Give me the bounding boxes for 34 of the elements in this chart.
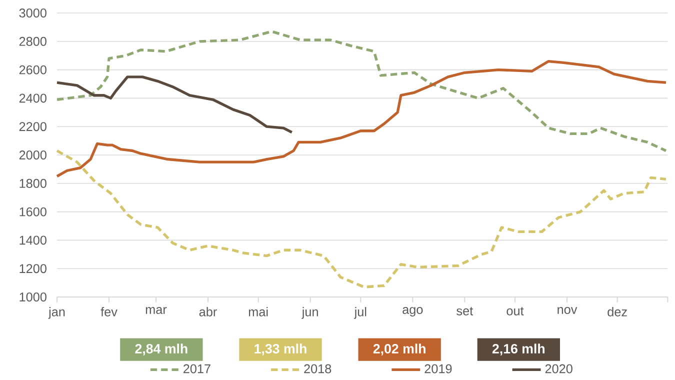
x-tick-label: jul — [354, 307, 366, 319]
legend-label: 2017 — [183, 364, 210, 374]
x-tick-label: nov — [558, 307, 578, 314]
y-tick-label: 2800 — [19, 36, 46, 46]
y-tick-label: 2400 — [19, 94, 46, 103]
legend-label: 2019 — [424, 364, 452, 374]
x-tick-label: fev — [100, 307, 118, 316]
text: 2,84 mlh — [135, 344, 188, 356]
y-tick-label: 2200 — [19, 122, 46, 132]
line-series — [56, 76, 294, 134]
x-tick-label: mai — [248, 307, 268, 316]
y-tick-label: 1800 — [20, 178, 46, 188]
x-tick-label: dez — [608, 307, 627, 316]
y-tick-label: 3000 — [19, 8, 46, 18]
y-tick-label: 2000 — [19, 150, 46, 160]
x-tick-label: jun — [302, 307, 318, 319]
y-tick-label: 1200 — [20, 264, 46, 274]
x-tick-label: ago — [402, 307, 423, 316]
y-tick-label: 1400 — [20, 236, 46, 245]
x-tick-label: abr — [199, 307, 217, 316]
legend-label: 2020 — [545, 364, 572, 374]
line-series — [56, 149, 668, 288]
x-tick-label: mar — [146, 307, 167, 314]
x-tick-label: out — [506, 307, 524, 316]
y-tick-label: 2600 — [19, 65, 46, 74]
y-tick-label: 1000 — [20, 292, 46, 302]
x-tick-label: jan — [48, 307, 65, 319]
text: 1,33 mlh — [254, 344, 306, 356]
line-series — [56, 30, 668, 152]
legend-label: 2018 — [304, 364, 332, 374]
text: 2,02 mlh — [373, 344, 426, 356]
text: 2,16 mlh — [492, 344, 545, 356]
y-tick-label: 1600 — [20, 207, 46, 216]
x-tick-label: set — [456, 307, 474, 316]
